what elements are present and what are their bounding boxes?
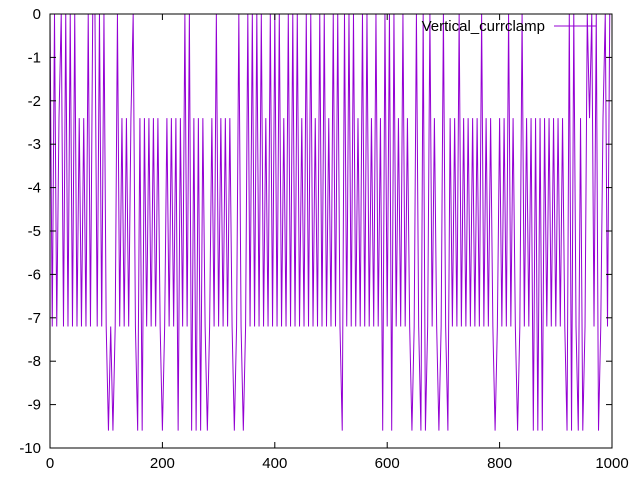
plot-frame <box>49 13 613 449</box>
series-line <box>49 13 611 431</box>
x-tick-label: 600 <box>375 455 400 472</box>
x-tick-label: 400 <box>262 455 287 472</box>
y-tick-label: -6 <box>28 266 41 283</box>
legend-label: Vertical_currclamp <box>422 18 545 35</box>
y-tick-label: 0 <box>33 6 41 23</box>
y-tick-label: -4 <box>28 180 41 197</box>
x-tick-label: 200 <box>150 455 175 472</box>
series-layer <box>49 13 611 431</box>
ticks-layer: 0 -1 -2 -3 -4 -5 -6 -7 -8 -9 -10 0 200 400 600 800 1000 <box>19 6 628 472</box>
y-tick-label: -9 <box>28 397 41 414</box>
x-tick-label: 800 <box>487 455 512 472</box>
y-tick-label: -1 <box>28 49 41 66</box>
y-tick-label: -10 <box>19 440 41 457</box>
y-tick-label: -8 <box>28 353 41 370</box>
x-tick-label: 1000 <box>595 455 628 472</box>
x-tick-label: 0 <box>46 455 54 472</box>
legend: Vertical_currclamp <box>422 18 596 35</box>
y-tick-label: -7 <box>28 310 41 327</box>
y-tick-label: -2 <box>28 93 41 110</box>
y-tick-label: -3 <box>28 136 41 153</box>
y-tick-label: -5 <box>28 223 41 240</box>
